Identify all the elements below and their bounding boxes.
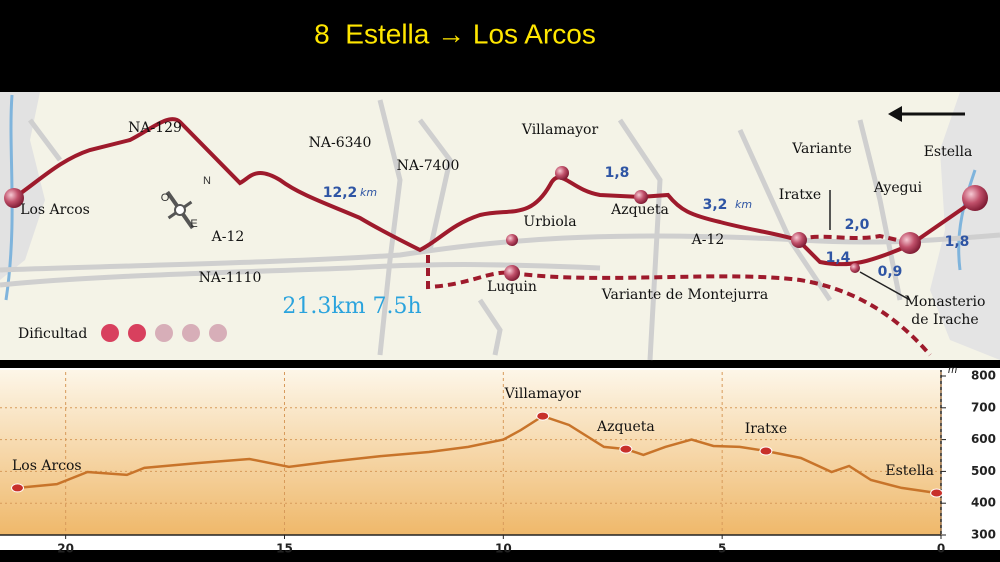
map-label: Iratxe (779, 187, 821, 203)
compass (165, 190, 195, 230)
river (957, 169, 977, 271)
alt-route (797, 233, 911, 245)
difficulty-icon (101, 324, 119, 342)
compass-letter: N (203, 175, 211, 187)
map-label: Ayegui (873, 180, 923, 196)
difficulty-icon (209, 324, 227, 342)
distance: 1,4 (826, 250, 851, 266)
y-tick-label: 600 (971, 432, 996, 446)
distance: 12,2 (323, 185, 358, 201)
y-unit: m (948, 364, 957, 376)
map-label: Monasterio (905, 294, 986, 310)
elevation-marker (619, 444, 633, 454)
map-label: Luquin (487, 279, 537, 295)
map-background (0, 92, 1000, 360)
distance: 2,0 (845, 217, 870, 233)
map-label: NA-7400 (397, 158, 460, 174)
y-tick-label: 300 (971, 528, 996, 542)
elevation-marker (930, 488, 944, 498)
y-tick-label: 800 (971, 369, 996, 383)
map-label: Azqueta (610, 202, 669, 218)
elevation-label: Iratxe (745, 421, 787, 437)
elevation-label: Villamayor (504, 386, 582, 402)
distance-unit: km (360, 186, 377, 199)
map-label: NA-1110 (199, 270, 262, 286)
x-tick-label: 15 (276, 542, 293, 556)
map-label: Estella (924, 144, 973, 160)
difficulty-label: Dificultad (18, 326, 87, 342)
compass-letter: E (190, 218, 197, 230)
route (12, 117, 977, 267)
map-label: Villamayor (521, 122, 599, 138)
leader (859, 271, 911, 301)
y-tick-label: 500 (971, 464, 996, 478)
map-label: de Irache (911, 312, 978, 328)
distance: 0,9 (878, 264, 903, 280)
map-label: NA-129 (128, 120, 182, 136)
title: 8 Estella → Los Arcos (314, 18, 596, 49)
summary: 21.3km 7.5h (282, 294, 421, 319)
arrow-head (888, 106, 902, 122)
map-label: Urbiola (523, 214, 576, 230)
difficulty-icon (155, 324, 173, 342)
elevation-label: Los Arcos (12, 458, 82, 474)
map-label: Variante de Montejurra (601, 287, 769, 303)
x-tick-label: 20 (57, 542, 74, 556)
difficulty-icon (182, 324, 200, 342)
elevation-marker (536, 411, 550, 421)
stops (4, 166, 988, 281)
difficulty (101, 324, 227, 342)
elevation-label: Estella (885, 463, 934, 479)
y-tick-label: 400 (971, 496, 996, 510)
compass-letter: O (161, 192, 170, 204)
map-label: NA-6340 (309, 135, 372, 151)
map-label: Los Arcos (20, 202, 90, 218)
x-tick-label: 10 (495, 542, 512, 556)
difficulty-icon (128, 324, 146, 342)
x-tick-label: 0 (937, 542, 945, 556)
map: NA-129 NA-6340 NA-7400 Villamayor Variante Es… (0, 92, 1000, 361)
profile-background (0, 370, 941, 535)
x-tick-label: 5 (718, 542, 726, 556)
map-label: A-12 (691, 232, 725, 248)
elevation-label: Azqueta (596, 419, 655, 435)
town-area (930, 92, 1000, 360)
elevation-marker (759, 446, 773, 456)
y-tick-label: 700 (971, 400, 996, 414)
distance: 3,2 (703, 197, 728, 213)
elevation-marker (11, 483, 25, 493)
map-label: Variante (791, 141, 852, 157)
map-label: A-12 (211, 229, 245, 245)
elevation-profile: 300 400 500 600 700 800 m 20 15 10 5 0 Los Arcos Vill… (0, 364, 1000, 556)
distance-unit: km (735, 198, 752, 211)
distance: 1,8 (605, 165, 630, 181)
distance: 1,8 (945, 234, 970, 250)
alt-route (426, 255, 932, 357)
elevation-line (17, 414, 937, 495)
